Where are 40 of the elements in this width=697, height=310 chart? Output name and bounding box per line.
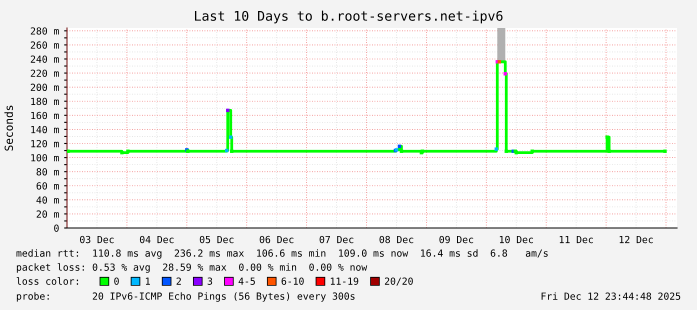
legend-label: 11-19	[330, 277, 358, 285]
text: Fri Dec 12 23:44:48 2025	[542, 292, 680, 300]
x-tick-label: 07 Dec	[320, 236, 354, 244]
x-tick-label: 11 Dec	[560, 236, 593, 244]
x-tick-label: 12 Dec	[620, 236, 653, 244]
x-tick-label: 04 Dec	[140, 236, 174, 244]
legend-label: 3	[208, 277, 212, 285]
text: median rtt: 110.8 ms avg 236.2 ms max 106.6 ms min 109.0 ms now 16.4 ms sd 6.8 am/s	[16, 249, 548, 259]
x-tick-label: 05 Dec	[200, 236, 234, 244]
y-tick-label: 20 m	[36, 210, 59, 218]
x-tick-label: 06 Dec	[260, 236, 294, 244]
text: packet loss: 0.53 % avg 28.59 % max 0.00 % min 0.00 % now	[16, 263, 368, 273]
y-tick-label: 100 m	[31, 154, 59, 162]
y-tick-label: 0	[54, 224, 59, 232]
chart-title: Last 10 Days to b.root-servers.net-ipv6	[194, 10, 503, 24]
y-tick-label: 240 m	[30, 55, 59, 63]
y-tick-label: 200 m	[30, 84, 59, 92]
legend-label: 6-10	[282, 277, 304, 285]
legend-label: 2	[176, 277, 181, 285]
x-tick-label: 03 Dec	[80, 236, 114, 244]
text: probe: 20 IPv6-ICMP Echo Pings (56 Bytes) every 300s	[16, 292, 355, 302]
y-tick-label: 260 m	[30, 41, 59, 49]
x-tick-label: 09 Dec	[439, 236, 474, 244]
y-tick-label: 220 m	[30, 70, 59, 77]
legend-label: 4-5	[238, 278, 255, 285]
x-tick-label: 08 Dec	[380, 236, 414, 244]
y-tick-label: 40 m	[36, 196, 59, 204]
y-tick-label: 180 m	[31, 98, 59, 106]
legend-label: 20/20	[384, 277, 413, 286]
y-tick-label: 80 m	[36, 168, 59, 176]
y-tick-label: 140 m	[31, 126, 59, 134]
y-tick-label: 160 m	[31, 112, 59, 120]
legend-label: 0	[114, 277, 119, 285]
legend-label: 1	[146, 278, 150, 285]
y-axis-title: Seconds	[4, 106, 13, 151]
x-tick-label: 10 Dec	[500, 236, 534, 244]
y-tick-label: 280 m	[30, 27, 59, 35]
legend-title: loss color:	[16, 277, 78, 285]
y-tick-label: 60 m	[36, 182, 59, 190]
y-tick-label: 120 m	[31, 140, 59, 148]
